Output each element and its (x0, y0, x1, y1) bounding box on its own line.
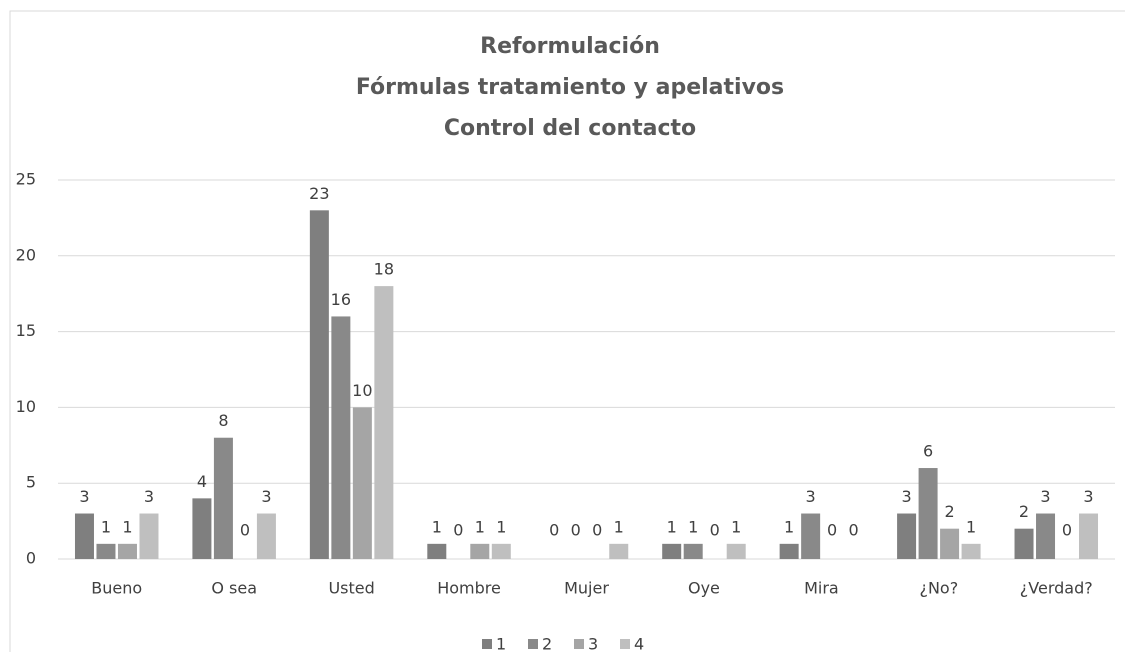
data-label: 8 (218, 411, 228, 430)
bar (256, 513, 276, 559)
bar (683, 543, 703, 559)
data-label: 0 (549, 521, 559, 540)
y-tick-label: 25 (16, 170, 36, 189)
chart-title: Reformulación (480, 34, 660, 59)
bar (117, 543, 137, 559)
legend-swatch (528, 639, 538, 649)
bar (491, 543, 511, 559)
bar (918, 468, 938, 559)
legend-label: 4 (634, 635, 644, 652)
x-tick-label: Bueno (91, 579, 142, 598)
bar (1036, 513, 1056, 559)
bar (779, 543, 799, 559)
chart-frame (9, 10, 1125, 652)
data-label: 4 (197, 472, 207, 491)
data-label: 3 (261, 487, 271, 506)
bar (96, 543, 116, 559)
y-tick-label: 0 (26, 549, 36, 568)
bar (897, 513, 917, 559)
x-tick-label: O sea (211, 579, 257, 598)
x-tick-label: Mujer (564, 579, 609, 598)
data-label: 6 (923, 442, 933, 461)
x-tick-label: ¿Verdad? (1020, 579, 1093, 598)
data-label: 1 (122, 517, 132, 536)
bar (801, 513, 821, 559)
data-label: 18 (374, 260, 394, 279)
bar (470, 543, 490, 559)
data-label: 1 (614, 517, 624, 536)
data-label: 0 (827, 521, 837, 540)
legend-label: 3 (588, 635, 598, 652)
data-label: 3 (901, 487, 911, 506)
data-label: 3 (1083, 487, 1093, 506)
data-label: 0 (710, 521, 720, 540)
y-tick-label: 15 (16, 321, 36, 340)
bar (213, 437, 233, 559)
chart-title: Control del contacto (444, 116, 696, 141)
bar (192, 498, 212, 559)
data-label: 2 (944, 502, 954, 521)
legend-swatch (620, 639, 630, 649)
x-tick-label: Usted (328, 579, 374, 598)
bar (662, 543, 682, 559)
bar (1079, 513, 1099, 559)
legend-swatch (482, 639, 492, 649)
bar (940, 528, 960, 559)
bar (139, 513, 159, 559)
legend-label: 2 (542, 635, 552, 652)
data-label: 1 (731, 517, 741, 536)
data-label: 3 (144, 487, 154, 506)
data-label: 23 (309, 184, 329, 203)
data-label: 3 (806, 487, 816, 506)
x-tick-label: Oye (688, 579, 720, 598)
data-label: 16 (331, 290, 351, 309)
data-label: 2 (1019, 502, 1029, 521)
bar (374, 286, 394, 559)
bar (74, 513, 94, 559)
data-label: 1 (101, 517, 111, 536)
x-tick-label: ¿No? (919, 579, 958, 598)
data-label: 0 (592, 521, 602, 540)
bar (331, 316, 351, 559)
data-label: 0 (240, 521, 250, 540)
data-label: 1 (432, 517, 442, 536)
y-tick-label: 20 (16, 245, 36, 264)
y-tick-label: 10 (16, 397, 36, 416)
x-tick-label: Hombre (437, 579, 501, 598)
data-label: 0 (849, 521, 859, 540)
bar (427, 543, 447, 559)
legend-label: 1 (496, 635, 506, 652)
data-label: 1 (667, 517, 677, 536)
data-label: 0 (571, 521, 581, 540)
data-label: 10 (352, 381, 372, 400)
bar (1014, 528, 1034, 559)
y-tick-label: 5 (26, 473, 36, 492)
bar (726, 543, 746, 559)
bar (609, 543, 629, 559)
data-label: 1 (496, 517, 506, 536)
bar (352, 407, 372, 559)
legend-swatch (574, 639, 584, 649)
x-tick-label: Mira (804, 579, 839, 598)
chart-title: Fórmulas tratamiento y apelativos (356, 75, 784, 100)
bar (309, 210, 329, 559)
bar (961, 543, 981, 559)
data-label: 1 (688, 517, 698, 536)
data-label: 0 (453, 521, 463, 540)
data-label: 1 (475, 517, 485, 536)
data-label: 3 (79, 487, 89, 506)
data-label: 3 (1040, 487, 1050, 506)
data-label: 1 (784, 517, 794, 536)
data-label: 0 (1062, 521, 1072, 540)
data-label: 1 (966, 517, 976, 536)
